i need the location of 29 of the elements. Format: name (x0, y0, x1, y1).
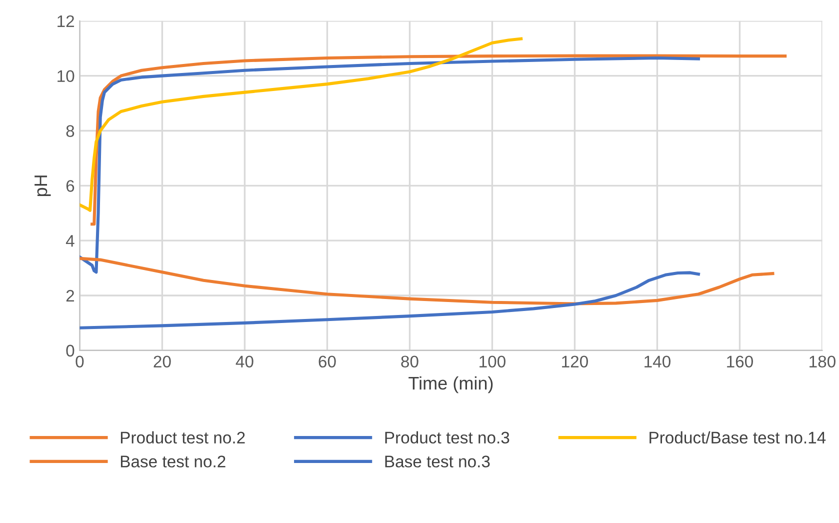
y-tick-label: 8 (66, 125, 74, 137)
legend-label: Product test no.3 (385, 431, 510, 444)
x-tick-label: 60 (318, 356, 336, 368)
line-series (80, 271, 700, 330)
x-tick-label: 80 (401, 356, 418, 368)
y-tick-label: 12 (58, 15, 74, 27)
x-tick-label: 20 (154, 356, 171, 368)
y-tick-label: 4 (66, 235, 74, 247)
x-tick-label: 100 (480, 356, 506, 368)
line-series (90, 54, 787, 226)
y-axis-title: pH (34, 176, 51, 196)
x-tick-label: 120 (562, 356, 588, 368)
line-series (80, 37, 523, 212)
x-axis-title: Time (min) (408, 376, 493, 394)
line-series (80, 256, 774, 306)
legend-label: Product test no.2 (120, 431, 245, 444)
y-tick-label: 10 (58, 70, 74, 82)
x-tick-label: 40 (236, 356, 254, 368)
x-tick-label: 160 (727, 356, 753, 368)
x-tick-label: 0 (76, 356, 84, 368)
legend-label: Base test no.3 (385, 456, 490, 468)
y-tick-label: 6 (66, 180, 74, 192)
legend-label: Product/Base test no.14 (650, 431, 826, 444)
y-tick-label: 0 (66, 344, 74, 357)
x-tick-label: 180 (810, 356, 836, 368)
x-tick-label: 140 (644, 356, 670, 368)
y-tick-label: 2 (66, 290, 74, 302)
line-series (80, 56, 700, 274)
legend-label: Base test no.2 (120, 456, 226, 468)
